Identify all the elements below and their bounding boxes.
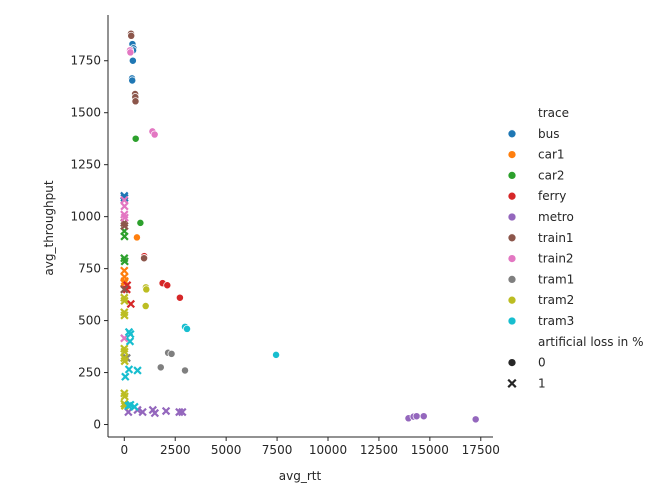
y-tick-label: 750 bbox=[78, 262, 101, 276]
legend-item-bus: bus bbox=[507, 127, 559, 141]
x-tick-label: 15000 bbox=[411, 443, 449, 457]
svg-text:ferry: ferry bbox=[538, 189, 566, 203]
data-point-tram3 bbox=[183, 324, 191, 333]
data-point-metro bbox=[138, 407, 147, 417]
svg-text:train2: train2 bbox=[538, 252, 574, 266]
data-point-tram2 bbox=[120, 296, 129, 306]
data-point-tram3 bbox=[272, 350, 281, 359]
legend-hue-title: trace bbox=[538, 106, 569, 120]
x-tick-label: 7500 bbox=[262, 443, 293, 457]
data-point-train1 bbox=[131, 97, 140, 106]
x-axis-ticks: 0 2500 5000 7500 10000 12500 15000 17500 bbox=[120, 437, 500, 457]
data-point-car2 bbox=[120, 232, 129, 241]
data-point-car2 bbox=[131, 134, 140, 143]
data-point-metro bbox=[412, 412, 421, 421]
legend: trace bus car1 car2 ferry metro train1 train2 tr… bbox=[507, 106, 643, 390]
data-point-tram3 bbox=[124, 365, 134, 374]
data-point-train1 bbox=[127, 31, 136, 40]
data-point-tram3 bbox=[133, 366, 142, 375]
data-point-bus bbox=[120, 193, 129, 203]
svg-text:bus: bus bbox=[538, 127, 559, 141]
legend-style-item: 0 bbox=[507, 356, 546, 370]
data-point-train2 bbox=[126, 48, 135, 57]
data-point-train1 bbox=[120, 285, 129, 294]
y-tick-label: 250 bbox=[78, 366, 101, 380]
data-point-tram3 bbox=[124, 401, 133, 411]
svg-text:train1: train1 bbox=[538, 231, 574, 245]
data-point-train2 bbox=[120, 213, 129, 222]
data-point-tram1 bbox=[167, 349, 176, 358]
data-point-train2 bbox=[150, 130, 159, 139]
legend-item-tram3: tram3 bbox=[507, 314, 574, 328]
data-point-ferry bbox=[163, 281, 172, 290]
legend-item-tram1: tram1 bbox=[507, 272, 574, 286]
data-point-tram2 bbox=[120, 356, 129, 366]
x-axis-label: avg_rtt bbox=[279, 469, 322, 483]
data-point-car2 bbox=[136, 218, 145, 227]
svg-text:tram1: tram1 bbox=[538, 272, 574, 286]
data-point-car1 bbox=[120, 276, 129, 286]
data-point-tram3 bbox=[126, 329, 135, 339]
svg-text:0: 0 bbox=[538, 356, 546, 370]
data-point-car2 bbox=[120, 257, 129, 266]
x-tick-label: 12500 bbox=[360, 443, 398, 457]
x-tick-label: 5000 bbox=[211, 443, 242, 457]
data-point-metro bbox=[471, 415, 480, 424]
legend-item-car1: car1 bbox=[507, 148, 565, 162]
legend-item-train1: train1 bbox=[507, 231, 574, 245]
data-point-tram2 bbox=[120, 392, 129, 401]
legend-item-tram2: tram2 bbox=[507, 293, 574, 307]
svg-text:car2: car2 bbox=[538, 168, 565, 182]
data-point-bus bbox=[128, 56, 137, 65]
y-tick-label: 0 bbox=[93, 418, 101, 432]
data-point-metro bbox=[178, 407, 187, 417]
data-point-tram3 bbox=[121, 372, 130, 381]
svg-text:tram2: tram2 bbox=[538, 293, 574, 307]
data-point-metro bbox=[419, 412, 428, 421]
legend-item-train2: train2 bbox=[507, 252, 574, 266]
y-tick-label: 1750 bbox=[70, 54, 101, 68]
data-point-train1 bbox=[140, 254, 149, 263]
y-tick-label: 1000 bbox=[70, 210, 101, 224]
data-point-train1 bbox=[120, 221, 129, 231]
legend-item-ferry: ferry bbox=[507, 189, 566, 203]
x-tick-label: 17500 bbox=[462, 443, 500, 457]
data-point-tram2 bbox=[141, 302, 150, 310]
legend-style-item: 1 bbox=[507, 376, 546, 390]
legend-item-metro: metro bbox=[507, 210, 574, 224]
svg-text:car1: car1 bbox=[538, 148, 565, 162]
y-axis-label: avg_throughput bbox=[42, 180, 56, 275]
data-point-metro bbox=[161, 406, 171, 416]
y-tick-label: 1500 bbox=[70, 106, 101, 120]
data-point-tram1 bbox=[156, 363, 165, 372]
data-point-tram2 bbox=[120, 311, 129, 320]
data-point-ferry bbox=[126, 299, 136, 309]
data-point-ferry bbox=[175, 293, 184, 302]
svg-text:tram3: tram3 bbox=[538, 314, 574, 328]
data-point-car1 bbox=[132, 233, 141, 242]
svg-text:metro: metro bbox=[538, 210, 574, 224]
data-point-bus bbox=[128, 76, 137, 85]
data-point-train2 bbox=[120, 202, 129, 211]
svg-text:1: 1 bbox=[538, 376, 546, 390]
data-point-tram3 bbox=[130, 402, 139, 412]
data-point-tram2 bbox=[142, 285, 151, 294]
data-point-metro bbox=[150, 408, 160, 418]
data-points bbox=[120, 29, 480, 424]
x-tick-label: 2500 bbox=[160, 443, 191, 457]
y-axis-ticks: 0 250 500 750 1000 1250 1500 1750 bbox=[70, 54, 108, 432]
data-point-tram1 bbox=[181, 366, 189, 375]
y-tick-label: 1250 bbox=[70, 158, 101, 172]
x-tick-label: 0 bbox=[120, 443, 128, 457]
data-point-tram3 bbox=[125, 337, 135, 346]
x-tick-label: 10000 bbox=[309, 443, 347, 457]
legend-item-car2: car2 bbox=[507, 168, 565, 182]
y-tick-label: 500 bbox=[78, 314, 101, 328]
legend-style-title: artificial loss in % bbox=[538, 335, 643, 349]
